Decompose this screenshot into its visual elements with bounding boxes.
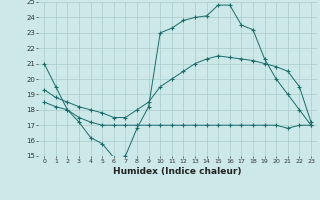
X-axis label: Humidex (Indice chaleur): Humidex (Indice chaleur) (113, 167, 242, 176)
